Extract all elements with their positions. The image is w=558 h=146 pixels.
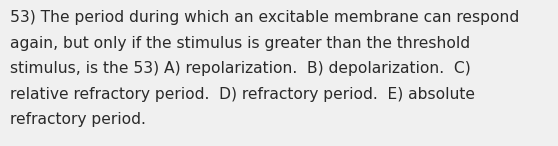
Text: 53) The period during which an excitable membrane can respond: 53) The period during which an excitable… — [10, 10, 519, 25]
Text: stimulus, is the 53) A) repolarization.  B) depolarization.  C): stimulus, is the 53) A) repolarization. … — [10, 61, 471, 76]
Text: refractory period.: refractory period. — [10, 112, 146, 127]
Text: relative refractory period.  D) refractory period.  E) absolute: relative refractory period. D) refractor… — [10, 87, 475, 102]
Text: again, but only if the stimulus is greater than the threshold: again, but only if the stimulus is great… — [10, 36, 470, 51]
